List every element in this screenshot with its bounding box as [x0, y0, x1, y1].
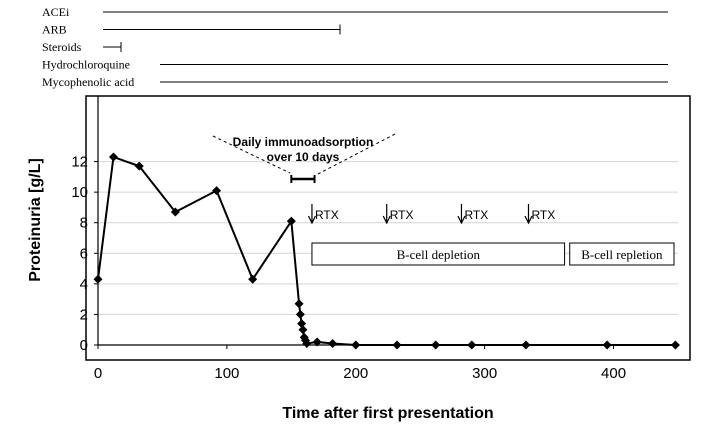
rtx-label: RTX: [315, 208, 339, 222]
data-point: [294, 299, 304, 309]
y-axis-title: Proteinuria [g/L]: [27, 158, 44, 282]
data-point: [248, 274, 258, 284]
data-point: [328, 338, 338, 348]
medication-label: ARB: [42, 23, 67, 37]
data-point: [286, 216, 296, 226]
rtx-arrow-head: [382, 215, 391, 225]
x-tick-label: 100: [214, 365, 239, 382]
medication-label: Hydrochloroquine: [42, 58, 130, 72]
medication-label: Mycophenolic acid: [42, 75, 134, 89]
immunoadsorption-guide-right: [317, 133, 396, 175]
x-axis-title: Time after first presentation: [282, 405, 493, 422]
b-cell-repletion-box: [569, 242, 675, 266]
data-point: [295, 309, 305, 319]
series-layer: [93, 152, 680, 350]
data-point: [467, 340, 477, 350]
data-point: [134, 161, 144, 171]
x-tick-label: 200: [343, 365, 368, 382]
data-point: [670, 340, 680, 350]
rtx-arrow-head: [307, 215, 316, 225]
y-tick-label: 8: [80, 215, 88, 232]
immunoadsorption-guide-left: [212, 135, 291, 174]
data-point: [521, 340, 531, 350]
b-cell-depletion-label: B-cell depletion: [397, 247, 481, 262]
b-cell-depletion-box: [311, 242, 566, 266]
medication-timeline: ACEi ARB Steroids Hydrochloroquine Mycopheno…: [42, 5, 668, 89]
y-tick-label: 10: [71, 184, 88, 201]
y-tick-label: 2: [80, 306, 88, 323]
data-point: [297, 319, 307, 329]
x-tick-label: 300: [472, 365, 497, 382]
data-point: [351, 340, 361, 350]
immunoadsorption-label-line2: over 10 days: [267, 150, 340, 164]
x-tick-label: 0: [94, 365, 102, 382]
data-point: [212, 186, 222, 196]
plot-area-frame: [85, 95, 691, 361]
medication-label: ACEi: [42, 5, 70, 19]
y-tick-label: 0: [80, 337, 88, 354]
data-point: [431, 340, 441, 350]
rtx-arrow-head: [524, 215, 533, 225]
y-axis: 0 2 4 6 8 10 12: [71, 96, 99, 354]
y-tick-label: 4: [80, 276, 88, 293]
data-point: [108, 152, 118, 162]
rtx-arrow-head: [457, 215, 466, 225]
x-tick-label: 400: [601, 365, 626, 382]
rtx-label: RTX: [464, 208, 488, 222]
immunoadsorption-label-line1: Daily immunoadsorption: [233, 135, 374, 149]
data-point: [602, 340, 612, 350]
data-point: [392, 340, 402, 350]
rtx-label: RTX: [390, 208, 414, 222]
y-tick-label: 6: [80, 245, 88, 262]
medication-label: Steroids: [42, 40, 82, 54]
data-point: [312, 337, 322, 347]
y-tick-label: 12: [71, 154, 88, 171]
data-point: [93, 274, 103, 284]
b-cell-repletion-label: B-cell repletion: [581, 247, 663, 262]
data-point: [298, 325, 308, 335]
data-point: [170, 207, 180, 217]
data-point: [302, 338, 312, 348]
rtx-label: RTX: [531, 208, 555, 222]
